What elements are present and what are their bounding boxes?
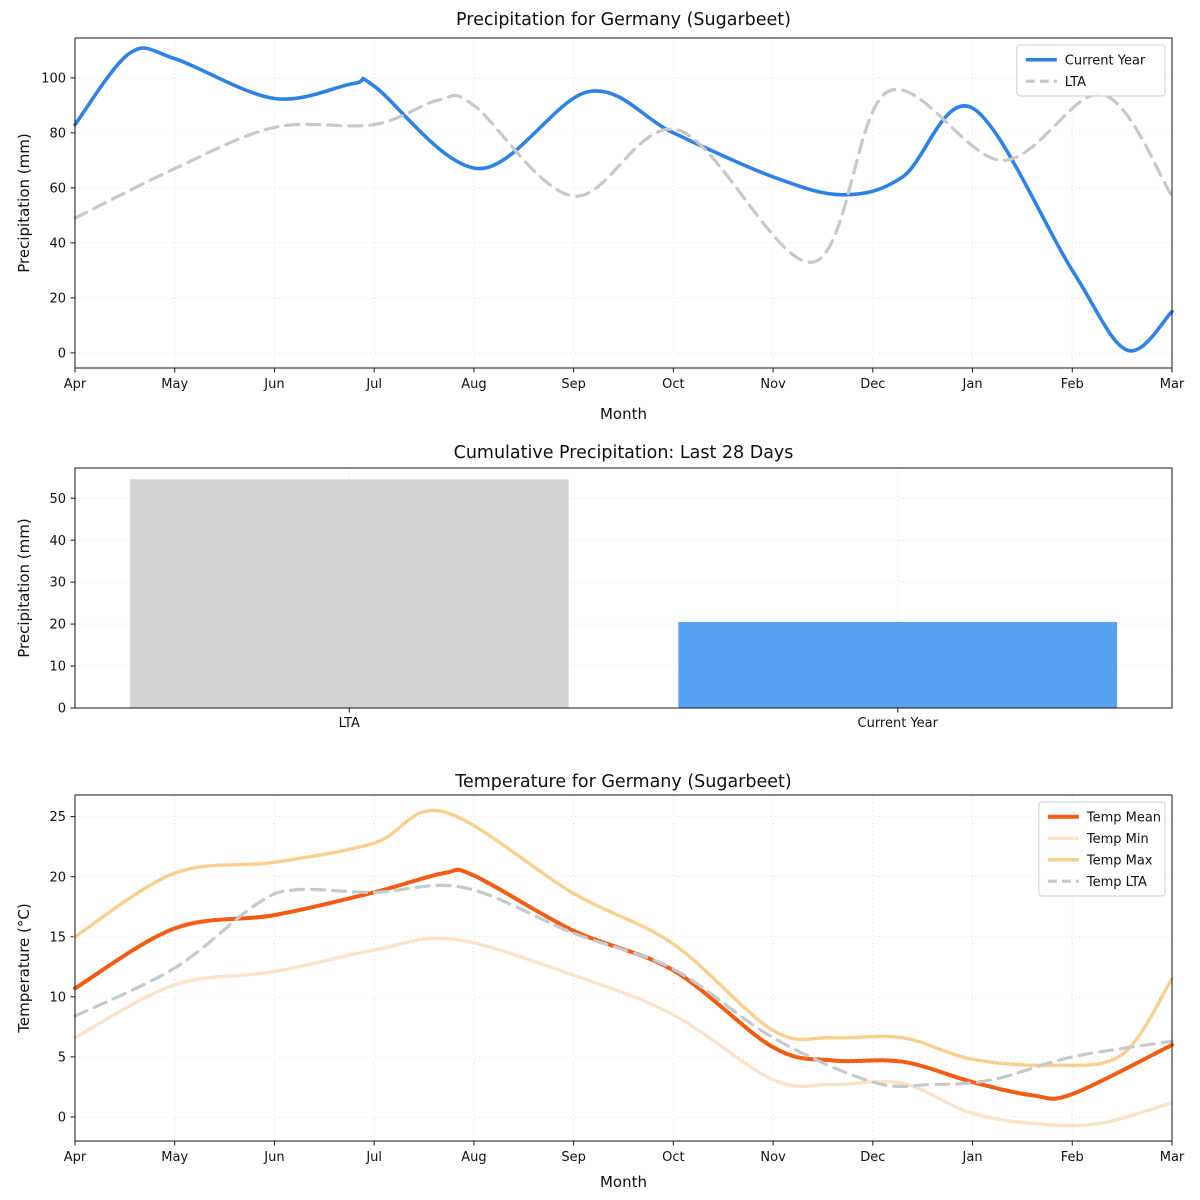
tick-label: Jun <box>263 1150 284 1165</box>
legend: Temp Mean Temp Min Temp Max Temp LTA <box>1038 801 1166 897</box>
plot-border <box>74 467 1173 709</box>
tick-label: 10 <box>49 990 66 1005</box>
temp-line-canvas: Apr May Jun Jul Aug Sep Oct Nov Dec Jan Feb Mar 0 5 10… <box>49 794 1185 1165</box>
plot-border <box>74 794 1173 1142</box>
precip-bar-canvas: 0 10 20 30 40 50 LTA Current Year <box>49 467 1173 731</box>
tick-label: Feb <box>1061 1150 1084 1165</box>
tick-label: Nov <box>760 1150 786 1165</box>
tick-label: Jan <box>962 377 983 392</box>
tick-label: 20 <box>49 291 66 306</box>
tick-label: 20 <box>49 618 66 633</box>
tick-label: Nov <box>760 377 786 392</box>
temp-line-xlabel: Month <box>599 1173 647 1191</box>
plot-border <box>74 37 1173 369</box>
tick-label: Dec <box>860 377 885 392</box>
legend-label-current-year: Current Year <box>1065 53 1146 68</box>
tick-label: 40 <box>49 534 66 549</box>
tick-label: 0 <box>58 346 66 361</box>
tick-label: Oct <box>662 1150 684 1165</box>
legend-label-lta: LTA <box>1065 75 1086 90</box>
tick-label: 5 <box>58 1051 66 1066</box>
tick-label: May <box>161 1150 188 1165</box>
tick-label: Aug <box>461 377 486 392</box>
tick-label: 50 <box>49 492 66 507</box>
precip-line-title: Precipitation for Germany (Sugarbeet) <box>456 10 791 30</box>
tick-label: Current Year <box>858 716 939 731</box>
tick-label: 100 <box>41 71 66 86</box>
tick-label: Jun <box>263 377 284 392</box>
tick-label: LTA <box>339 716 360 731</box>
temperature-line-chart: Temperature for Germany (Sugarbeet) Temp… <box>0 745 1200 1200</box>
legend: Current Year LTA <box>1016 44 1166 97</box>
precipitation-line-chart: Precipitation for Germany (Sugarbeet) Pr… <box>0 0 1200 435</box>
tick-label: Aug <box>461 1150 486 1165</box>
tick-label: 25 <box>49 810 66 825</box>
bar-lta <box>129 479 569 708</box>
legend-box <box>1016 44 1166 97</box>
tick-label: Sep <box>561 377 586 392</box>
series-lta <box>73 87 1174 264</box>
tick-label: 0 <box>58 702 66 717</box>
tick-label: Dec <box>860 1150 885 1165</box>
series-temp-min <box>73 936 1174 1128</box>
tick-label: 40 <box>49 236 66 251</box>
precip-bar-title: Cumulative Precipitation: Last 28 Days <box>453 443 794 463</box>
bar-current-year <box>678 621 1118 708</box>
tick-label: 20 <box>49 870 66 885</box>
tick-label: 30 <box>49 576 66 591</box>
tick-label: Jul <box>365 1150 382 1165</box>
series-group <box>73 808 1174 1128</box>
tick-label: Jan <box>962 1150 983 1165</box>
tick-label: Oct <box>662 377 684 392</box>
legend-box <box>1038 801 1166 897</box>
precip-line-canvas: Apr May Jun Jul Aug Sep Oct Nov Dec Jan Feb Mar 0 20 4… <box>41 37 1185 392</box>
temp-line-title: Temperature for Germany (Sugarbeet) <box>455 772 792 792</box>
legend-label-temp-max: Temp Max <box>1086 853 1153 868</box>
legend-label-temp-min: Temp Min <box>1086 832 1149 847</box>
tick-label: May <box>161 377 188 392</box>
series-current-year <box>73 46 1174 353</box>
tick-label: Feb <box>1061 377 1084 392</box>
series-temp-max <box>73 808 1174 1068</box>
legend-label-temp-mean: Temp Mean <box>1086 810 1161 825</box>
series-group <box>73 46 1174 353</box>
legend-label-temp-lta: Temp LTA <box>1086 875 1147 890</box>
tick-label: Jul <box>365 377 382 392</box>
tick-label: Apr <box>64 1150 87 1165</box>
tick-label: 80 <box>49 126 66 141</box>
tick-label: Apr <box>64 377 87 392</box>
tick-label: 10 <box>49 660 66 675</box>
cumulative-precipitation-bar-chart: Cumulative Precipitation: Last 28 Days P… <box>0 435 1200 745</box>
tick-label: Mar <box>1160 1150 1185 1165</box>
tick-label: 0 <box>58 1111 66 1126</box>
tick-label: 15 <box>49 930 66 945</box>
precip-line-xlabel: Month <box>599 405 647 423</box>
tick-label: 60 <box>49 181 66 196</box>
series-temp-lta <box>73 883 1174 1088</box>
tick-label: Sep <box>561 1150 586 1165</box>
tick-label: Mar <box>1160 377 1185 392</box>
